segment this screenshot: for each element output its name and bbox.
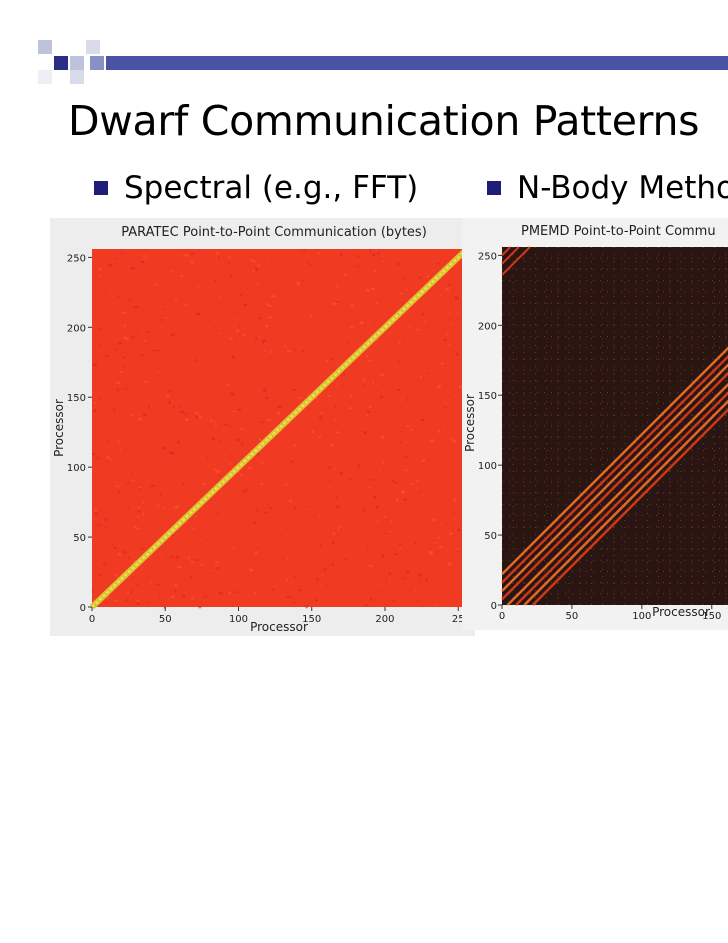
x-tick-label: 0 <box>499 611 505 622</box>
y-tick-label: 150 <box>67 393 86 404</box>
bullet-marker <box>487 181 501 195</box>
x-tick-label: 100 <box>632 611 651 622</box>
paratec-heatmap-svg: PARATEC Point-to-Point Communication (by… <box>50 218 475 636</box>
pmemd-heatmap-svg: PMEMD Point-to-Point Commu 0 50 100 150 0 50 1… <box>462 218 728 630</box>
wrap-band-line <box>501 246 512 257</box>
y-tick-label: 50 <box>484 531 497 542</box>
y-tick-label: 100 <box>478 461 497 472</box>
x-tick-label: 100 <box>229 614 248 625</box>
y-axis-label: Processor <box>463 394 477 452</box>
band-line <box>531 407 728 606</box>
x-tick-label: 150 <box>302 614 321 625</box>
y-tick-label: 150 <box>478 391 497 402</box>
x-tick-label: 200 <box>375 614 394 625</box>
y-tick-label: 200 <box>478 321 497 332</box>
chart-title: PMEMD Point-to-Point Commu <box>521 224 716 239</box>
diagonal-band-core <box>91 248 468 608</box>
band-line <box>501 354 728 584</box>
chart-title: PARATEC Point-to-Point Communication (by… <box>121 225 427 240</box>
band-line <box>501 371 728 601</box>
x-tick-label: 50 <box>159 614 172 625</box>
y-tick-label: 0 <box>80 603 86 614</box>
y-axis-label: Processor <box>52 399 66 457</box>
bullet-nbody: N-Body Metho <box>487 166 728 210</box>
x-axis-label: Processor <box>652 605 710 619</box>
header-bar <box>106 56 728 70</box>
y-tick-label: 250 <box>478 251 497 262</box>
y-tick-label: 100 <box>67 463 86 474</box>
x-tick-label: 150 <box>702 611 721 622</box>
band-line <box>501 346 728 576</box>
bullet-text: N-Body Metho <box>517 170 728 206</box>
paratec-heatmap: PARATEC Point-to-Point Communication (by… <box>50 218 475 636</box>
x-tick-label: 0 <box>89 614 95 625</box>
bullet-spectral: Spectral (e.g., FFT) <box>94 166 418 210</box>
band-line <box>506 382 728 606</box>
x-axis-label: Processor <box>250 620 308 634</box>
band-line <box>523 399 728 606</box>
y-tick-label: 250 <box>67 253 86 264</box>
bullet-text: Spectral (e.g., FFT) <box>124 170 419 206</box>
x-tick-label: 25 <box>452 614 465 625</box>
y-tick-label: 50 <box>73 533 86 544</box>
slide-title: Dwarf Communication Patterns <box>68 97 700 145</box>
wrap-band-line <box>501 246 520 265</box>
wrap-band-line <box>501 246 531 276</box>
decorative-squares <box>38 40 108 85</box>
pmemd-heatmap: PMEMD Point-to-Point Commu 0 50 100 150 0 50 1… <box>462 218 728 630</box>
x-tick-label: 50 <box>566 611 579 622</box>
band-line <box>501 363 728 592</box>
y-tick-label: 200 <box>67 323 86 334</box>
y-tick-label: 0 <box>491 601 497 612</box>
band-line <box>515 391 728 606</box>
bullet-marker <box>94 181 108 195</box>
